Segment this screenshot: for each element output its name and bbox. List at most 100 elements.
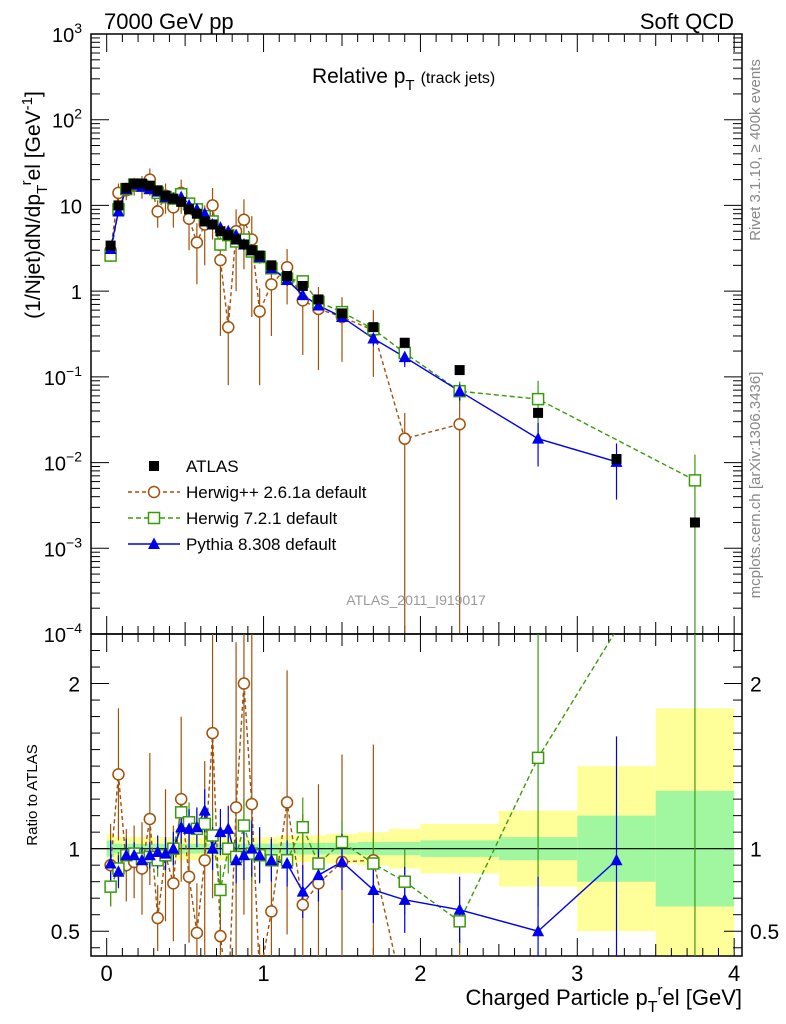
atlas-data-point <box>168 193 179 204</box>
ratio-panel-ticks: 0 1 2 3 4 0.5 0.5 1 1 2 2 <box>51 634 779 986</box>
atlas-data-point <box>254 250 265 261</box>
pythia-ratio-point <box>112 865 125 877</box>
herwig7-ratio-point <box>214 883 227 897</box>
atlas-data-point <box>231 234 242 245</box>
atlas-data-point <box>129 178 140 189</box>
rivet-version-label: Rivet 3.1.10, ≥ 400k events <box>747 59 764 241</box>
legend-label: ATLAS <box>186 457 239 476</box>
herwigpp-ratio-point <box>237 677 251 690</box>
main-y-tick-label: 10−1 <box>44 363 82 390</box>
pythia-main-point <box>532 432 545 444</box>
main-panel-data <box>104 168 702 634</box>
pythia-ratio-point <box>253 848 266 861</box>
pythia-ratio-point <box>104 857 117 869</box>
x-axis-label: Charged Particle pTrel [GeV] <box>466 982 742 1016</box>
atlas-data-point <box>215 226 226 237</box>
atlas-data-point <box>121 182 132 193</box>
herwigpp-ratio-point <box>167 877 180 890</box>
herwigpp-ratio-point <box>454 970 465 981</box>
pythia-ratio-point <box>335 855 348 867</box>
pythia-main-point <box>312 298 325 311</box>
herwigpp-ratio-point <box>190 926 204 940</box>
herwig7-ratio-point <box>104 880 117 893</box>
pythia-ratio-point <box>206 842 219 854</box>
atlas-data-point <box>313 294 324 305</box>
herwig7-ratio-point <box>222 842 235 855</box>
atlas-data-point <box>199 216 210 227</box>
pythia-ratio-point <box>230 853 243 866</box>
pythia-ratio-point <box>610 853 623 866</box>
legend-label: Pythia 8.308 default <box>186 535 337 554</box>
herwigpp-ratio-point <box>223 995 234 1006</box>
herwig7-ratio-point <box>335 835 349 849</box>
ratio-panel-data <box>91 634 742 1006</box>
pythia-main-point <box>112 204 125 217</box>
main-y-axis-label: (1/Njet)dN/dpTrel [GeV-1] <box>18 91 51 319</box>
atlas-data-point <box>297 280 308 291</box>
herwigpp-main-point <box>398 432 411 445</box>
main-y-tick-label: 103 <box>52 20 82 47</box>
herwig7-ratio-point <box>531 751 545 765</box>
atlas-data-point <box>454 365 465 376</box>
pythia-ratio-point <box>175 820 188 833</box>
atlas-data-point <box>136 178 147 189</box>
atlas-data-point <box>689 517 700 528</box>
pythia-ratio-point <box>190 820 203 833</box>
analysis-id-watermark: ATLAS_2011_I919017 <box>346 592 486 608</box>
pythia-ratio-point <box>312 868 325 881</box>
atlas-data-point <box>282 271 293 282</box>
pythia-main-point <box>398 350 411 363</box>
pythia-ratio-point <box>128 848 141 861</box>
herwigpp-ratio-point <box>174 792 188 806</box>
herwigpp-ratio-line <box>109 683 396 956</box>
herwig7-ratio-point <box>198 817 211 831</box>
atlas-data-point <box>238 239 249 250</box>
legend: ATLAS Herwig++ 2.6.1a default Herwig 7.2.1… <box>128 457 367 554</box>
ratio-y-tick-label-right: 2 <box>750 674 762 697</box>
legend-marker-atlas <box>149 461 159 471</box>
herwigpp-ratio-point <box>182 870 196 883</box>
atlas-data-point <box>191 208 202 219</box>
pythia-main-point <box>296 288 309 301</box>
herwigpp-main-point <box>453 417 466 431</box>
atlas-data-point <box>336 308 347 319</box>
ratio-y-tick-label: 2 <box>68 674 80 697</box>
pythia-ratio-point <box>151 845 164 857</box>
pythia-ratio-point <box>159 847 172 859</box>
atlas-data-point <box>611 454 622 465</box>
herwig7-ratio-point <box>398 875 411 888</box>
atlas-data-point <box>207 219 218 230</box>
plot-title: Relative pT (track jets) <box>312 65 495 94</box>
herwig7-ratio-point <box>367 857 380 870</box>
pythia-ratio-point <box>265 853 278 866</box>
herwigpp-main-point <box>237 213 251 227</box>
legend-marker-pythia <box>148 537 160 549</box>
herwig7-ratio-point <box>312 857 325 870</box>
atlas-data-point <box>368 322 379 333</box>
x-tick-label: 4 <box>728 961 740 986</box>
atlas-data-point <box>246 245 257 256</box>
ratio-y-tick-label: 1 <box>68 839 80 862</box>
atlas-data-point <box>533 407 544 418</box>
header-energy-label: 7000 GeV pp <box>104 9 234 34</box>
atlas-data-point <box>266 260 277 271</box>
pythia-ratio-point <box>367 883 380 895</box>
herwigpp-ratio-point <box>245 797 259 811</box>
legend-label: Herwig 7.2.1 default <box>186 509 337 528</box>
pythia-ratio-point <box>245 842 258 854</box>
herwig7-main-point <box>531 392 545 406</box>
pythia-ratio-point <box>214 825 227 838</box>
pythia-ratio-point <box>120 848 133 861</box>
herwigpp-ratio-point <box>143 812 157 826</box>
ratio-panel-frame <box>90 633 743 957</box>
pythia-ratio-point <box>237 848 250 861</box>
main-y-tick-label: 10−3 <box>44 534 82 561</box>
herwigpp-ratio-point <box>399 995 410 1006</box>
herwigpp-ratio-point <box>214 929 227 943</box>
pythia-ratio-point <box>281 857 294 869</box>
herwigpp-main-point <box>206 199 219 212</box>
legend-marker-herwig7 <box>147 511 161 525</box>
atlas-data-point <box>144 180 155 191</box>
